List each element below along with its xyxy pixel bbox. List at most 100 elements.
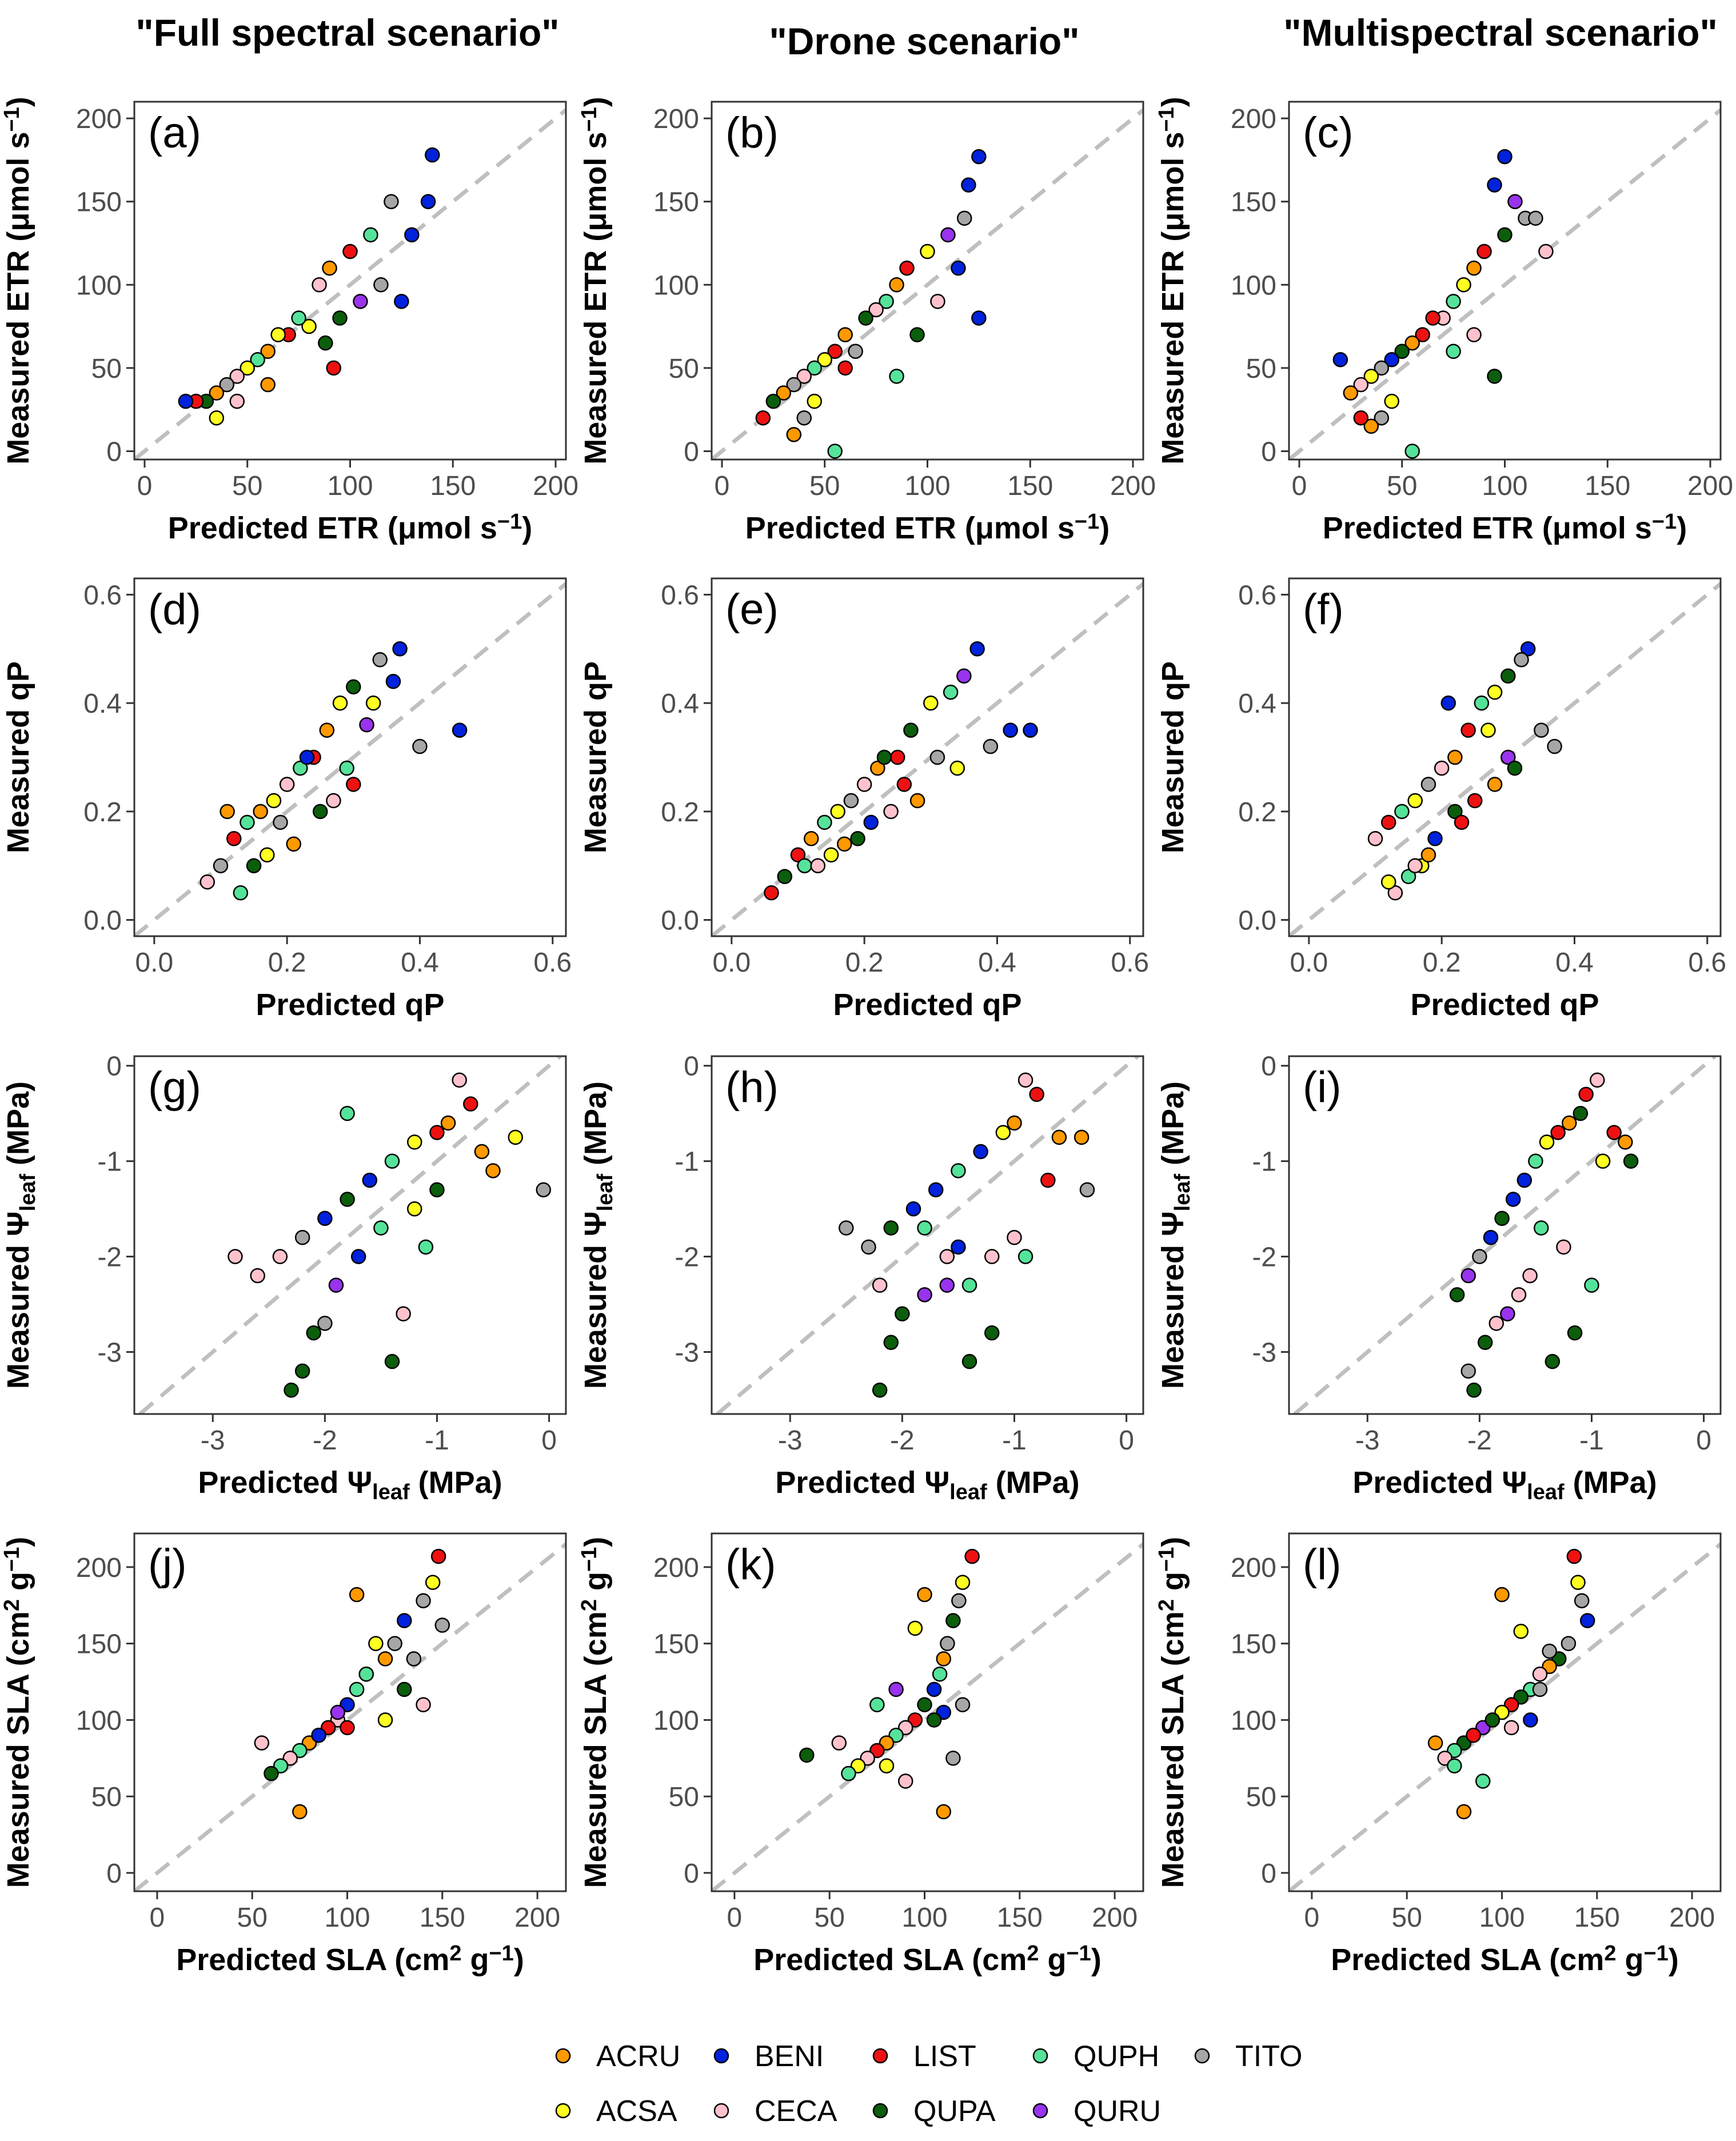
data-point [1533,1220,1549,1236]
x-tick-label: 0.4 [1555,948,1594,978]
y-tick-label: 0.6 [661,580,699,610]
data-point [387,1636,402,1651]
x-tick-label: 0.0 [135,948,173,978]
data-point [420,194,436,209]
y-tick-label: 150 [653,1629,699,1660]
data-point [1507,760,1523,776]
data-point [920,243,935,259]
data-point [1487,177,1502,193]
data-point [929,749,945,765]
data-point [1374,410,1390,426]
y-tick-label: 0.6 [1238,580,1276,610]
data-point [932,1666,948,1682]
data-point [1394,343,1410,359]
panel-10: 0 50 100 150 200 0 50 100 150 200 Predicted SLA (c… [577,1532,1144,1977]
data-point [1415,327,1430,342]
legend-swatch [1032,2103,1048,2119]
data-point [264,1765,279,1781]
data-point [905,1201,921,1217]
data-point [969,641,985,657]
data-point [397,1681,412,1697]
points [1332,149,1554,459]
data-point [1567,1325,1583,1341]
data-point [940,1636,955,1651]
data-point [1511,1287,1527,1303]
data-point [1079,1182,1095,1197]
data-point [1456,277,1471,293]
points [1449,1072,1639,1398]
y-tick-label: -2 [97,1243,122,1273]
y-tick-label: 0 [684,1052,699,1082]
data-point [425,147,440,163]
data-point [1523,1712,1538,1728]
data-point [1460,1363,1476,1379]
data-point [796,369,812,384]
data-point [1488,1316,1504,1331]
data-point [1374,360,1390,376]
data-point [1532,1681,1548,1697]
data-point [429,1182,445,1197]
data-point [777,869,793,884]
data-point [359,717,374,733]
x-tick-label: 150 [1585,471,1630,501]
data-point [394,294,409,309]
data-point [292,1804,308,1820]
data-point [233,885,249,901]
y-tick-label: 150 [76,187,122,218]
y-axis-label: Measured qP [1156,661,1190,853]
y-axis-label: Measured SLA (cm2 g−1) [577,1537,613,1888]
data-point [961,177,976,193]
y-tick-label: 200 [653,1553,699,1583]
data-point [260,343,276,359]
data-point [1497,149,1512,165]
data-point [1528,1153,1543,1169]
points [764,641,1038,901]
data-point [1007,1115,1022,1131]
data-point [1466,1383,1482,1398]
x-tick-label: 150 [997,1903,1043,1933]
data-point [1534,722,1549,738]
data-point [306,1325,322,1341]
y-tick-label: 0.4 [661,689,699,719]
data-point [1573,1105,1589,1121]
panel-label: (c) [1303,109,1354,157]
data-point [1545,1353,1561,1369]
x-tick-label: 50 [232,471,262,501]
data-point [1618,1134,1633,1150]
data-point [340,1192,355,1207]
x-tick-label: 0 [715,471,730,501]
data-point [1528,210,1543,226]
legend-swatch [555,2103,571,2119]
data-point [407,1201,422,1217]
data-point [416,1697,431,1712]
data-point [926,1712,942,1728]
data-point [254,1735,270,1751]
data-point [843,793,859,809]
x-tick-label: 0 [1304,1903,1320,1933]
x-tick-label: -3 [1355,1425,1380,1456]
data-point [1477,1335,1493,1351]
data-point [294,1363,310,1379]
data-point [869,1697,885,1712]
data-point [328,1277,344,1293]
legend-label: QUPA [913,2095,996,2128]
y-tick-label: 0 [684,1859,699,1889]
x-axis-label: Predicted qP [1410,988,1599,1022]
x-tick-label: 50 [1392,1903,1422,1933]
data-point [1353,377,1369,393]
data-point [1007,1229,1022,1245]
x-tick-label: 0.2 [268,948,306,978]
x-tick-label: 50 [237,1903,268,1933]
data-point [776,385,792,401]
data-point [299,749,315,765]
identity-line [1289,108,1721,460]
data-point [1029,1087,1044,1103]
legend-swatch [555,2048,571,2064]
data-point [178,393,194,409]
y-tick-label: 50 [1246,1782,1276,1812]
data-point [1367,831,1383,846]
data-point [1561,1636,1577,1651]
data-point [1500,749,1516,765]
data-point [796,410,812,426]
panel-3: 0.0 0.2 0.4 0.6 0.0 0.2 0.4 0.6 Predicted qP Meas… [1,577,572,1022]
